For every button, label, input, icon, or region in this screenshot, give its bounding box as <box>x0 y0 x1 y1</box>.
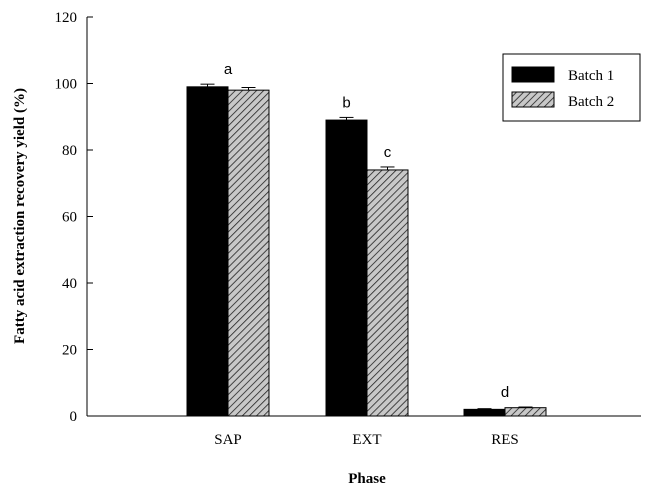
legend-box <box>502 53 641 122</box>
x-axis-label: Phase <box>348 471 386 487</box>
x-tick-label: RES <box>491 432 519 448</box>
significance-letter: b <box>342 94 350 111</box>
significance-letter: a <box>224 61 233 78</box>
significance-letter: c <box>384 144 392 161</box>
legend-swatch-batch-2 <box>511 91 555 108</box>
significance-letter: d <box>501 384 509 401</box>
bar-sap-batch-1 <box>186 86 229 417</box>
y-tick-label: 60 <box>62 210 77 226</box>
y-tick-label: 80 <box>62 143 77 159</box>
y-tick-label: 100 <box>55 77 78 93</box>
y-tick-label: 120 <box>55 10 78 26</box>
x-tick-label: EXT <box>352 432 381 448</box>
y-axis-ticks: 0 20 40 60 80 100 120 <box>55 10 93 425</box>
legend-label-batch-2: Batch 2 <box>568 94 614 110</box>
y-tick-label: 20 <box>62 343 77 359</box>
bar-ext-batch-1 <box>325 119 368 417</box>
y-axis-label: Fatty acid extraction recovery yield (%) <box>12 88 28 344</box>
bar-res-batch-2 <box>504 407 547 417</box>
x-tick-label: SAP <box>214 432 242 448</box>
y-tick-label: 0 <box>70 409 78 425</box>
bar-sap-batch-2 <box>227 89 270 417</box>
bar-res-batch-1 <box>463 408 506 417</box>
legend-swatch-batch-1 <box>511 66 555 83</box>
bars <box>186 83 547 417</box>
legend-label-batch-1: Batch 1 <box>568 68 614 84</box>
y-tick-label: 40 <box>62 276 77 292</box>
legend: Batch 1 Batch 2 <box>502 53 641 122</box>
bar-ext-batch-2 <box>366 169 409 417</box>
significance-letters: a b c d <box>224 61 509 401</box>
